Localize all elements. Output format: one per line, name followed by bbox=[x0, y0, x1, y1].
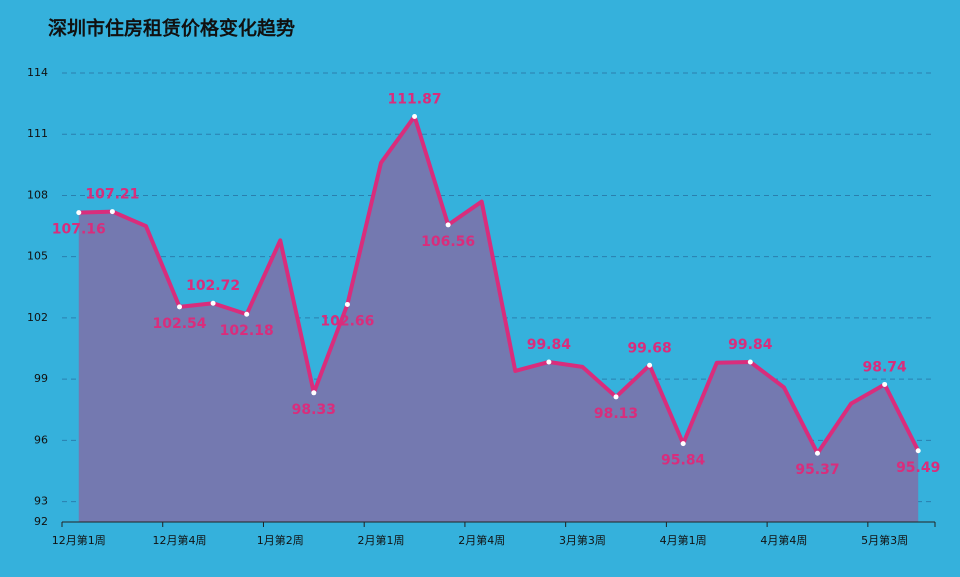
x-tick-label: 2月第1周 bbox=[357, 533, 404, 547]
value-label: 98.74 bbox=[862, 359, 907, 375]
point-marker bbox=[210, 300, 216, 306]
value-label: 107.16 bbox=[52, 222, 106, 238]
value-label: 102.66 bbox=[320, 313, 374, 329]
value-label: 107.21 bbox=[85, 187, 139, 203]
x-tick-label: 12月第4周 bbox=[153, 533, 207, 547]
y-tick-label: 114 bbox=[27, 66, 48, 79]
point-marker bbox=[344, 301, 350, 307]
chart-title: 深圳市住房租赁价格变化趋势 bbox=[48, 17, 295, 40]
value-label: 95.37 bbox=[795, 462, 839, 478]
point-marker bbox=[915, 448, 921, 454]
point-marker bbox=[882, 381, 888, 387]
point-marker bbox=[177, 304, 183, 310]
point-marker bbox=[76, 210, 82, 216]
point-marker bbox=[546, 359, 552, 365]
point-marker bbox=[109, 209, 115, 215]
x-tick-label: 4月第1周 bbox=[660, 533, 707, 547]
point-marker bbox=[814, 450, 820, 456]
point-marker bbox=[412, 113, 418, 119]
y-tick-label: 96 bbox=[34, 433, 48, 446]
y-tick-label: 99 bbox=[34, 372, 48, 385]
y-tick-label: 111 bbox=[27, 127, 48, 140]
point-marker bbox=[747, 359, 753, 365]
value-label: 102.72 bbox=[186, 278, 240, 294]
value-label: 99.84 bbox=[527, 337, 572, 353]
x-tick-label: 3月第3周 bbox=[559, 533, 606, 547]
point-marker bbox=[445, 222, 451, 228]
point-marker bbox=[613, 394, 619, 400]
point-marker bbox=[244, 311, 250, 317]
line bbox=[78, 114, 920, 456]
point-marker bbox=[647, 362, 653, 368]
value-label: 106.56 bbox=[421, 234, 475, 250]
x-tick-label: 1月第2周 bbox=[257, 533, 304, 547]
value-label: 99.84 bbox=[728, 337, 773, 353]
x-tick-label: 2月第4周 bbox=[458, 533, 505, 547]
x-tick-label: 5月第3周 bbox=[861, 533, 908, 547]
x-tick-label: 4月第4周 bbox=[760, 533, 807, 547]
value-label: 95.49 bbox=[896, 460, 940, 476]
value-label: 95.84 bbox=[661, 453, 706, 469]
value-label: 111.87 bbox=[388, 91, 442, 107]
y-tick-label: 102 bbox=[27, 311, 48, 324]
y-tick-label: 105 bbox=[27, 250, 48, 263]
value-label: 98.33 bbox=[292, 402, 336, 418]
area bbox=[78, 116, 919, 522]
y-tick-label: 93 bbox=[34, 495, 48, 508]
value-label: 98.13 bbox=[594, 406, 638, 422]
value-label: 102.18 bbox=[220, 323, 274, 339]
y-tick-label: 108 bbox=[27, 188, 48, 201]
y-tick-label: 92 bbox=[34, 515, 48, 528]
point-marker bbox=[680, 441, 686, 447]
value-label: 102.54 bbox=[153, 316, 207, 332]
x-tick-label: 12月第1周 bbox=[52, 533, 106, 547]
point-marker bbox=[311, 390, 317, 396]
value-label: 99.68 bbox=[627, 340, 671, 356]
